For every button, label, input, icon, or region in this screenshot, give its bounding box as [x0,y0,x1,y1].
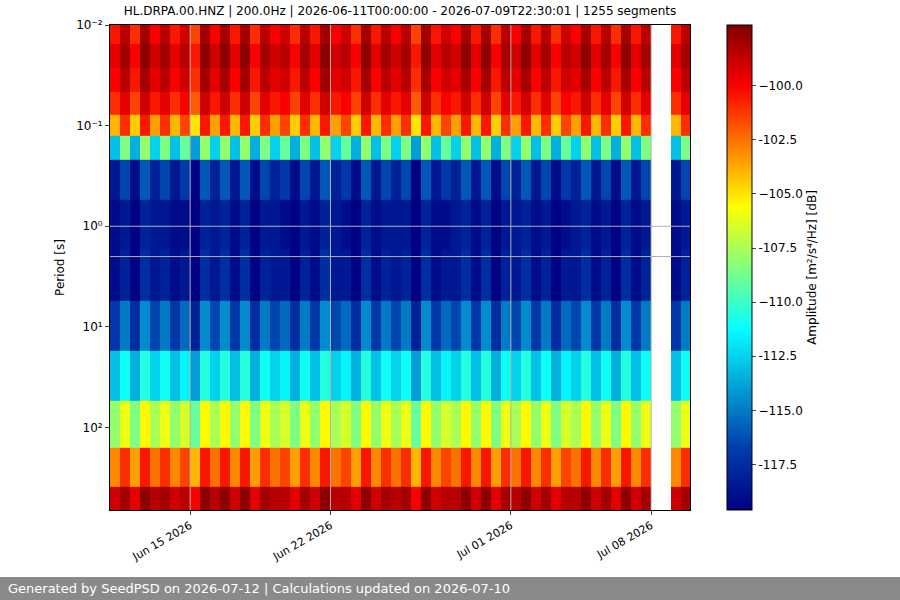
svg-text:−100.0: −100.0 [758,79,802,93]
svg-text:Jun 15 2026: Jun 15 2026 [130,519,195,564]
svg-text:Amplitude [m²/s⁴/Hz] [dB]: Amplitude [m²/s⁴/Hz] [dB] [805,190,819,345]
svg-text:10⁰: 10⁰ [83,219,103,233]
svg-text:−105.0: −105.0 [758,187,802,201]
svg-text:Jul 01 2026: Jul 01 2026 [454,519,515,562]
svg-text:-107.5: -107.5 [758,241,797,255]
svg-text:10¹: 10¹ [83,320,103,334]
svg-text:-117.5: -117.5 [758,458,797,472]
svg-text:10²: 10² [83,421,103,435]
svg-text:10⁻²: 10⁻² [76,18,103,32]
svg-text:−115.0: −115.0 [758,404,802,418]
svg-text:Jun 22 2026: Jun 22 2026 [270,519,335,564]
svg-text:−110.0: −110.0 [758,295,802,309]
svg-text:Jul 08 2026: Jul 08 2026 [594,519,655,562]
svg-text:HL.DRPA.00.HNZ | 200.0Hz | 202: HL.DRPA.00.HNZ | 200.0Hz | 2026-06-11T00… [124,4,677,18]
svg-text:Period [s]: Period [s] [53,239,67,296]
svg-text:-112.5: -112.5 [758,349,797,363]
html-text:Generated by SeedPSD on 2026-0: Generated by SeedPSD on 2026-07-12 | Cal… [8,581,510,596]
svg-text:10⁻¹: 10⁻¹ [76,119,103,133]
svg-text:-102.5: -102.5 [758,133,797,147]
